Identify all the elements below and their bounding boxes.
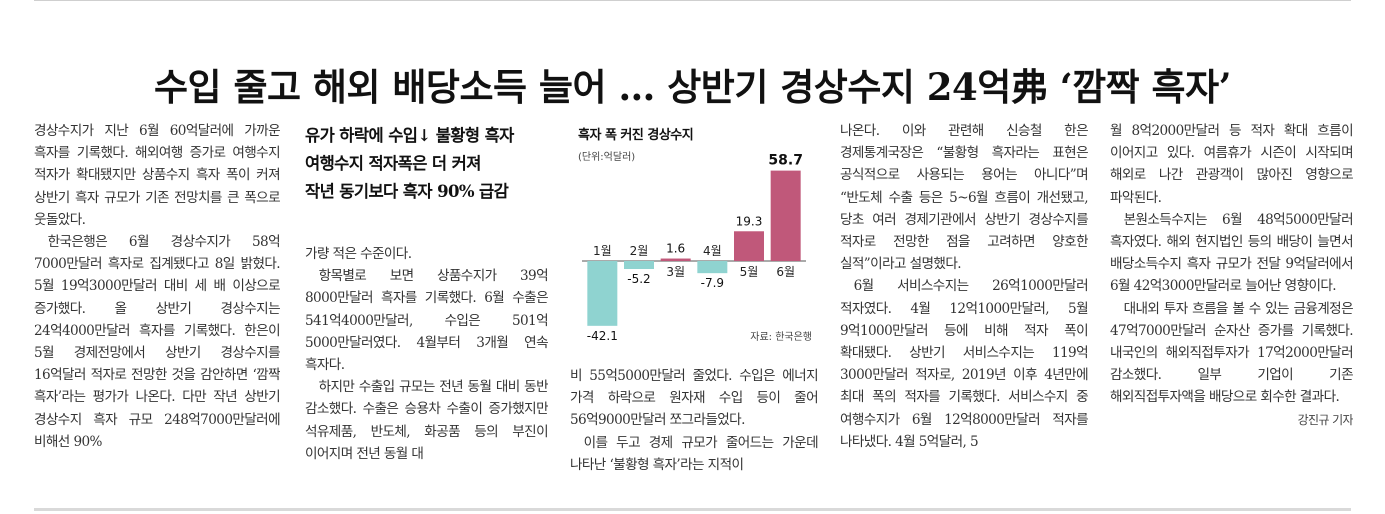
paragraph: 항목별로 보면 상품수지가 39억 8000만달러 흑자를 기록했다. 6월 수… [305,268,548,374]
current-account-chart: 흑자 폭 커진 경상수지 (단위:억달러) 1월 -42.1 2월 -5.2 3월 1.6… [570,120,818,350]
chart-value-label: -5.2 [627,272,650,286]
chart-value-label: 19.3 [736,214,763,228]
chart-category-label: 4월 [703,244,722,258]
subheadline-line: 유가 하락에 수입↓ 불황형 흑자 [305,126,514,145]
paragraph: 본원소득수지는 6월 48억5000만달러 흑자였다. 해외 현지법인 등의 배… [1110,211,1353,295]
chart-value-label: -7.9 [701,276,724,290]
paragraph: 비 55억5000만달러 줄었다. 수입은 에너지 가격 하락으로 원자재 수입… [570,368,818,429]
chart-category-label: 6월 [776,265,795,279]
chart-bar [624,261,654,270]
paragraph: 6월 서비스수지는 26억1000만달러 적자였다. 4월 12억1000만달러… [840,278,1088,450]
article-column-1: 경상수지가 지난 6월 60억달러에 가까운 흑자를 기록했다. 해외여행 증가… [34,120,280,453]
subheadline: 유가 하락에 수입↓ 불황형 흑자 여행수지 적자폭은 더 커져 작년 동기보다… [305,122,555,206]
paragraph: 나온다. 이와 관련해 신승철 한은 경제통계국장은 “불황형 흑자라는 표현은… [840,123,1088,273]
article-column-3: 비 55억5000만달러 줄었다. 수입은 에너지 가격 하락으로 원자재 수입… [570,365,818,476]
chart-category-label: 5월 [740,265,759,279]
chart-category-label: 2월 [630,244,649,258]
top-rule [34,0,1351,1]
chart-plot: 1월 -42.1 2월 -5.2 3월 1.6 4월 -7.9 5월 19.3 6월 58.7 [582,153,806,343]
chart-bar [660,258,691,261]
paragraph: 월 8억2000만달러 등 적자 확대 흐름이 이어지고 있다. 여름휴가 시즌… [1110,123,1353,206]
paragraph-text: 대내외 투자 흐름을 볼 수 있는 금융계정은 47억7000만달러 순자산 증… [1110,300,1353,406]
chart-value-label: 58.7 [768,153,803,169]
article-column-5: 월 8억2000만달러 등 적자 확대 흐름이 이어지고 있다. 여름휴가 시즌… [1110,120,1353,431]
bottom-rule [34,508,1351,511]
chart-title: 흑자 폭 커진 경상수지 [578,128,694,143]
chart-category-label: 1월 [593,244,612,258]
paragraph: 대내외 투자 흐름을 볼 수 있는 금융계정은 47억7000만달러 순자산 증… [1110,298,1353,427]
chart-unit: (단위:억달러) [578,152,636,163]
chart-bar [770,170,801,261]
chart-bar [587,261,618,326]
paragraph: 하지만 수출입 규모는 전년 동월 대비 동반 감소했다. 수출은 승용차 수출… [305,379,548,462]
chart-value-label: -42.1 [587,329,618,343]
chart-value-label: 1.6 [666,242,685,256]
paragraph: 한국은행은 6월 경상수지가 58억 7000만달러 흑자로 집계됐다고 8일 … [34,234,280,450]
paragraph: 경상수지가 지난 6월 60억달러에 가까운 흑자를 기록했다. 해외여행 증가… [34,123,280,228]
paragraph: 이를 두고 경제 규모가 줄어드는 가운데 나타난 ‘불황형 흑자’라는 지적이 [570,434,818,473]
byline: 강진규 기자 [1297,412,1353,427]
paragraph: 가량 적은 수준이다. [305,246,412,262]
chart-bar [697,261,728,274]
article-column-4: 나온다. 이와 관련해 신승철 한은 경제통계국장은 “불황형 흑자라는 표현은… [840,120,1088,453]
chart-source: 자료: 한국은행 [750,332,812,343]
subheadline-line: 작년 동기보다 흑자 90% 급감 [305,182,509,201]
headline: 수입 줄고 해외 배당소득 늘어 … 상반기 경상수지 24억弗 ‘깜짝 흑자’ [153,64,1232,109]
chart-bar [734,231,764,261]
subheadline-line: 여행수지 적자폭은 더 커져 [305,154,481,173]
chart-category-label: 3월 [666,265,685,279]
article-column-2: 가량 적은 수준이다. 항목별로 보면 상품수지가 39억 8000만달러 흑자… [305,243,548,465]
